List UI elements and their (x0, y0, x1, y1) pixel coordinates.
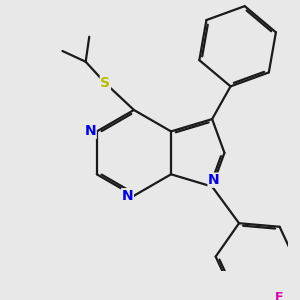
Text: N: N (122, 189, 133, 203)
Text: N: N (208, 173, 220, 187)
Text: S: S (100, 76, 110, 90)
Text: F: F (274, 291, 283, 300)
Text: N: N (85, 124, 96, 138)
